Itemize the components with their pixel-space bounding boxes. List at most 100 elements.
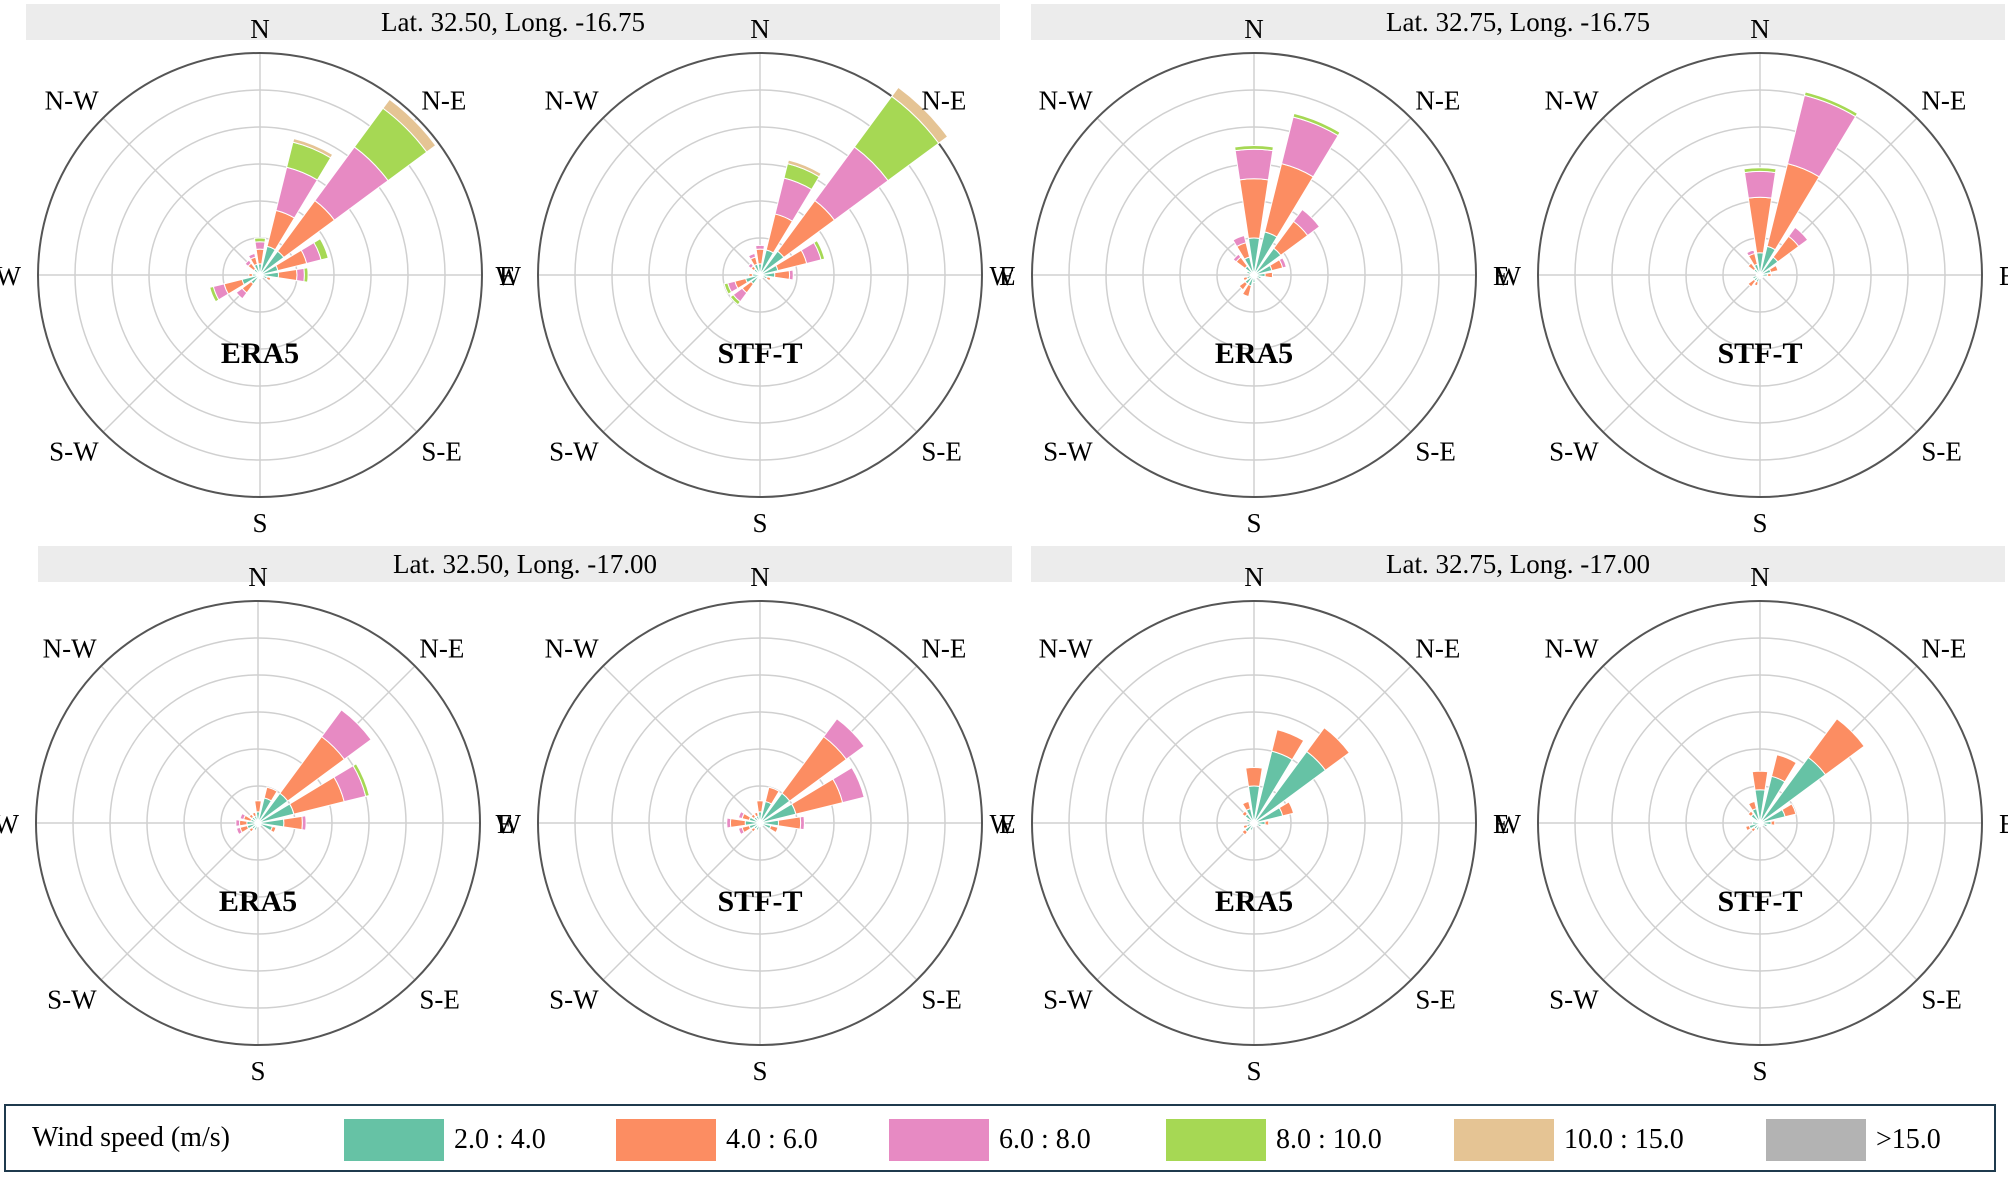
model-label: STF-T bbox=[717, 885, 802, 918]
windrose-bar-sector4-bin2 bbox=[301, 815, 307, 831]
direction-label-e: E bbox=[1493, 261, 1510, 291]
model-label: STF-T bbox=[717, 337, 802, 370]
outer-ring bbox=[537, 600, 983, 1046]
direction-label-n: N bbox=[1244, 562, 1264, 592]
windrose-bar-sector1-bin3 bbox=[1292, 112, 1341, 137]
windrose-bar-sector4-bin2 bbox=[296, 267, 305, 283]
windrose-bar-sector15-bin1 bbox=[251, 811, 257, 818]
windrose-bar-sector3-bin3 bbox=[313, 238, 329, 261]
direction-label-s: S bbox=[1752, 1056, 1767, 1086]
windrose-bar-sector9-bin1 bbox=[1753, 280, 1759, 287]
grid-spoke bbox=[100, 665, 259, 824]
direction-label-n-w: N-W bbox=[1545, 86, 1599, 116]
legend-label-2-4: 2.0 : 4.0 bbox=[454, 1124, 546, 1155]
windrose-bar-sector9-bin1 bbox=[1241, 283, 1252, 298]
outer-ring bbox=[1537, 600, 1983, 1046]
direction-label-s-w: S-W bbox=[47, 984, 97, 1014]
grid-spoke bbox=[1253, 274, 1412, 433]
direction-label-n: N bbox=[750, 14, 770, 44]
grid-spoke bbox=[1759, 274, 1918, 433]
windrose-2-era5: N N-E E S-E S S-W W N-W ERA5 bbox=[990, 14, 1510, 538]
grid-spoke bbox=[759, 822, 918, 981]
grid-spoke bbox=[102, 117, 261, 276]
windrose-bar-sector12-bin1 bbox=[239, 819, 248, 827]
direction-label-s: S bbox=[1246, 508, 1261, 538]
windrose-3-stf-t: N N-E E S-E S S-W W N-W STF-T bbox=[1496, 14, 2008, 538]
legend-swatch-over-15 bbox=[1766, 1119, 1866, 1161]
direction-label-s-e: S-E bbox=[921, 436, 962, 466]
windrose-bar-sector5-bin1 bbox=[765, 276, 772, 282]
windrose-bar-sector0-bin1 bbox=[254, 800, 262, 813]
windrose-bar-sector0-bin3 bbox=[253, 237, 267, 243]
windrose-bar-sector1-bin3 bbox=[1803, 91, 1859, 118]
windrose-bar-sector12-bin1 bbox=[248, 272, 254, 278]
windrose-bar-sector12-bin0 bbox=[1752, 821, 1761, 825]
windrose-bar-sector2-bin1 bbox=[1306, 727, 1350, 771]
grid-spoke bbox=[1253, 822, 1412, 981]
windrose-bar-sector0-bin1 bbox=[1751, 770, 1769, 791]
windrose-bar-sector15-bin2 bbox=[1745, 249, 1756, 257]
windrose-bar-sector5-bin1 bbox=[265, 276, 272, 282]
windrose-bar-sector0-bin1 bbox=[756, 800, 764, 813]
grid-spoke bbox=[1602, 117, 1761, 276]
legend-label-8-10: 8.0 : 10.0 bbox=[1276, 1124, 1382, 1155]
grid-spoke bbox=[257, 822, 416, 981]
direction-label-n-w: N-W bbox=[43, 634, 97, 664]
windrose-bar-sector2-bin2 bbox=[1292, 208, 1321, 237]
windrose-bar-sector10-bin1 bbox=[1747, 278, 1757, 288]
windrose-bar-sector1-bin1 bbox=[764, 786, 780, 805]
direction-label-n: N bbox=[1244, 14, 1264, 44]
direction-label-w: W bbox=[1496, 261, 1522, 291]
windrose-bar-sector4-bin1 bbox=[1766, 272, 1772, 278]
model-label: ERA5 bbox=[221, 337, 299, 370]
windrose-bar-sector11-bin3 bbox=[723, 282, 733, 295]
grid-spoke bbox=[1096, 822, 1255, 981]
grid-spoke bbox=[1096, 274, 1255, 433]
windrose-bar-sector11-bin2 bbox=[235, 826, 243, 836]
windrose-bar-sector14-bin1 bbox=[1747, 262, 1757, 272]
direction-label-n: N bbox=[250, 14, 270, 44]
direction-label-s-w: S-W bbox=[1043, 436, 1093, 466]
windrose-bar-sector10-bin1 bbox=[248, 826, 255, 833]
windrose-bar-sector2-bin2 bbox=[822, 718, 865, 761]
grid-spoke bbox=[759, 274, 918, 433]
windrose-bar-sector0-bin2 bbox=[1743, 170, 1777, 199]
direction-label-s-e: S-E bbox=[1415, 436, 1456, 466]
grid-spoke bbox=[1602, 274, 1761, 433]
direction-label-n-w: N-W bbox=[1039, 86, 1093, 116]
windrose-bar-sector12-bin2 bbox=[235, 819, 241, 827]
model-label: ERA5 bbox=[1215, 337, 1293, 370]
model-label: ERA5 bbox=[219, 885, 297, 918]
windrose-bar-sector3-bin1 bbox=[1768, 264, 1779, 273]
legend-swatch-10-15 bbox=[1454, 1119, 1554, 1161]
windrose-bar-sector11-bin1 bbox=[1745, 825, 1752, 832]
direction-label-e: E bbox=[999, 809, 1016, 839]
direction-label-w: W bbox=[0, 261, 22, 291]
windrose-bar-sector1-bin1 bbox=[1271, 729, 1305, 761]
windrose-bar-sector4-bin1 bbox=[777, 816, 802, 830]
direction-label-s: S bbox=[752, 508, 767, 538]
panel-title-lat3250-lon1675: Lat. 32.50, Long. -16.75 bbox=[26, 4, 1000, 40]
windrose-6-era5: N N-E E S-E S S-W W N-W ERA5 bbox=[990, 562, 1510, 1086]
grid-spoke bbox=[602, 822, 761, 981]
windrose-bar-sector2-bin2 bbox=[1787, 226, 1809, 248]
direction-label-s-w: S-W bbox=[1549, 436, 1599, 466]
windrose-bar-sector4-bin2 bbox=[788, 269, 794, 281]
legend-title: Wind speed (m/s) bbox=[32, 1122, 230, 1153]
windrose-7-stf-t: N N-E E S-E S S-W W N-W STF-T bbox=[1496, 562, 2008, 1086]
windrose-bar-sector15-bin2 bbox=[747, 252, 757, 260]
direction-label-e: E bbox=[1999, 261, 2008, 291]
windrose-bar-sector10-bin1 bbox=[1241, 828, 1249, 836]
direction-label-n: N bbox=[750, 562, 770, 592]
windrose-bar-sector1-bin4 bbox=[292, 137, 334, 159]
windrose-bar-sector3-bin1 bbox=[1278, 801, 1295, 817]
windrose-bar-sector0-bin2 bbox=[754, 244, 766, 250]
legend-swatch-2-4 bbox=[344, 1119, 444, 1161]
direction-label-s-e: S-E bbox=[921, 984, 962, 1014]
direction-label-s: S bbox=[252, 508, 267, 538]
windrose-bar-sector0-bin1 bbox=[1245, 766, 1263, 787]
direction-label-w: W bbox=[990, 261, 1016, 291]
windrose-bar-sector4-bin1 bbox=[774, 270, 791, 280]
windrose-bar-sector14-bin2 bbox=[747, 262, 755, 270]
direction-label-s-w: S-W bbox=[49, 436, 99, 466]
